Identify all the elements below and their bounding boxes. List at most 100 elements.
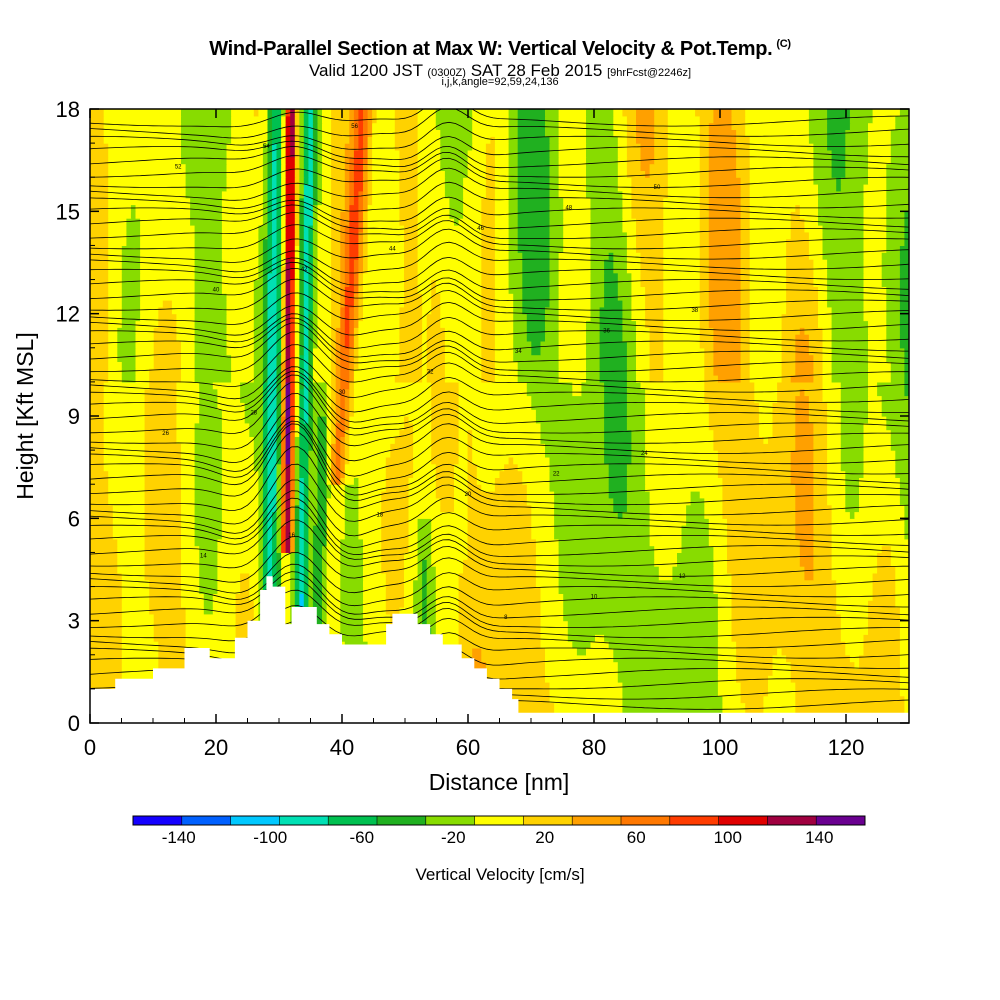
field-cell (281, 156, 287, 165)
field-cell (813, 354, 824, 362)
field-cell (290, 115, 296, 124)
field-cell (458, 436, 469, 444)
field-cell (481, 211, 496, 219)
field-cell (253, 361, 264, 369)
field-cell (276, 252, 282, 260)
field-cell (317, 225, 332, 233)
field-cell (285, 293, 291, 301)
field-cell (344, 525, 359, 533)
field-cell (422, 613, 428, 622)
field-cell (426, 320, 441, 328)
field-cell (276, 245, 282, 253)
field-cell (262, 538, 269, 547)
field-cell (322, 149, 332, 158)
field-cell (217, 566, 259, 574)
field-cell (426, 607, 437, 615)
field-cell (349, 156, 355, 165)
field-cell (240, 395, 264, 403)
field-cell (385, 456, 414, 465)
field-cell (312, 252, 319, 260)
field-cell (881, 252, 901, 260)
field-cell (358, 129, 364, 137)
field-cell (112, 532, 146, 540)
field-cell (340, 265, 346, 274)
field-cell (344, 409, 350, 417)
field-cell (267, 238, 273, 246)
field-cell (349, 334, 355, 342)
field-cell (431, 518, 469, 526)
isentrope-line (90, 374, 909, 429)
field-cell (253, 450, 264, 458)
field-cell (740, 695, 764, 704)
field-cell (272, 115, 282, 124)
field-cell (258, 518, 264, 526)
field-cell (899, 279, 909, 287)
field-cell (335, 470, 341, 478)
field-cell (185, 648, 237, 656)
field-cell (272, 252, 278, 260)
field-cell (522, 252, 551, 260)
field-cell (367, 143, 373, 151)
field-cell (317, 279, 332, 287)
field-cell (740, 204, 751, 212)
field-cell (458, 634, 542, 642)
field-cell (717, 613, 733, 622)
field-cell (331, 272, 341, 281)
field-cell (276, 238, 282, 246)
field-cell (140, 272, 196, 281)
field-cell (749, 156, 814, 165)
field-cell (431, 559, 464, 567)
field-cell (317, 190, 323, 199)
field-cell (722, 702, 746, 710)
field-cell (563, 238, 592, 246)
field-cell (745, 115, 810, 124)
field-cell (262, 218, 269, 226)
field-cell (108, 354, 118, 362)
field-cell (699, 341, 714, 349)
field-cell (708, 204, 742, 212)
field-cell (781, 375, 792, 383)
field-cell (299, 586, 305, 594)
field-cell (253, 375, 264, 383)
field-cell (895, 579, 909, 588)
field-cell (326, 456, 332, 465)
field-cell (381, 504, 410, 513)
field-cell (349, 252, 359, 260)
isentrope-label: 32 (427, 369, 434, 375)
field-cell (262, 579, 269, 588)
field-cell (299, 532, 305, 540)
field-cell (299, 347, 305, 356)
field-cell (840, 620, 869, 629)
field-cell (294, 279, 300, 287)
field-cell (626, 395, 646, 403)
field-cell (121, 620, 155, 629)
field-cell (813, 532, 833, 540)
field-cell (308, 429, 314, 437)
field-cell (353, 354, 359, 362)
field-cell (358, 211, 364, 219)
isentrope-label: 36 (603, 328, 610, 334)
field-cell (813, 368, 824, 376)
field-cell (240, 381, 264, 390)
field-cell (176, 313, 196, 322)
field-cell (103, 122, 182, 130)
field-cell (90, 422, 105, 431)
field-cell (663, 272, 701, 281)
field-cell (699, 136, 710, 144)
field-cell (121, 252, 141, 260)
field-cell (649, 354, 664, 362)
field-cell (549, 279, 560, 287)
field-cell (358, 252, 364, 260)
field-cell (221, 422, 250, 431)
field-cell (294, 300, 300, 308)
field-cell (308, 395, 314, 403)
field-cell (344, 402, 350, 410)
field-cell (117, 334, 137, 342)
field-cell (276, 184, 282, 192)
field-cell (326, 586, 341, 594)
field-cell (331, 381, 337, 390)
field-cell (212, 607, 237, 615)
field-cell (549, 463, 610, 472)
field-cell (717, 600, 733, 608)
field-cell (558, 586, 714, 594)
